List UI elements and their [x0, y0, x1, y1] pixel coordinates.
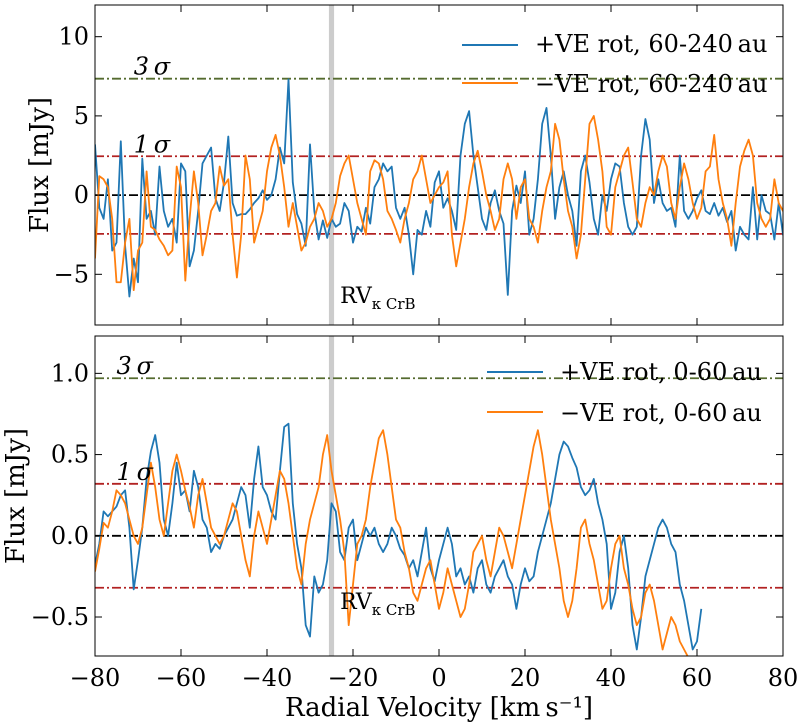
x-tick-label: 60 — [682, 664, 713, 692]
three-sigma-label: 3 σ — [117, 352, 154, 380]
series-line-0 — [95, 78, 783, 298]
plot-frame — [94, 335, 784, 657]
plot-frame — [94, 4, 784, 326]
rv-label: RVκ CrB — [340, 590, 416, 619]
legend-label-series-0: +VE rot, 0-60 au — [560, 358, 762, 386]
y-axis-label: Flux [mJy] — [25, 97, 55, 233]
y-tick-label: 1.0 — [51, 359, 89, 387]
rv-band — [328, 5, 335, 325]
one-sigma-label: 1 σ — [117, 458, 154, 486]
legend-label-series-1: −VE rot, 60-240 au — [535, 70, 767, 98]
y-tick-label: 10 — [58, 23, 89, 51]
rv-label: RVκ CrB — [340, 284, 416, 313]
legend-label-series-0: +VE rot, 60-240 au — [535, 30, 767, 58]
x-tick-label: 40 — [596, 664, 627, 692]
y-tick-label: −0.5 — [31, 603, 89, 631]
panel-bottom: 3 σ 1 σ RVκ CrB −80 −60 −40 −20 0 20 40 60 80 −0.5 0… — [1, 335, 799, 723]
y-tick-label: 5 — [74, 102, 89, 130]
y-tick-label: −5 — [54, 260, 89, 288]
legend-label-series-1: −VE rot, 0-60 au — [560, 399, 762, 427]
legend: +VE rot, 60-240 au −VE rot, 60-240 au — [462, 30, 767, 98]
x-tick-label: −40 — [242, 664, 293, 692]
y-tick-label: 0.0 — [51, 522, 89, 550]
x-tick-label: 0 — [431, 664, 446, 692]
three-sigma-label: 3 σ — [134, 53, 171, 81]
x-axis-label: Radial Velocity [km s⁻¹] — [285, 693, 593, 723]
y-tick-label: 0.5 — [51, 441, 89, 469]
y-axis-label: Flux [mJy] — [1, 428, 31, 564]
legend: +VE rot, 0-60 au −VE rot, 0-60 au — [487, 358, 762, 427]
x-tick-label: −80 — [70, 664, 121, 692]
series-line-1 — [95, 114, 783, 292]
one-sigma-label: 1 σ — [134, 130, 171, 158]
x-tick-label: 20 — [510, 664, 541, 692]
rv-band — [328, 336, 335, 656]
series-line-0 — [95, 422, 703, 651]
panel-top: 3 σ 1 σ RVκ CrB −5 0 5 10 Flux [mJy] +VE rot,… — [25, 4, 784, 326]
x-tick-label: 80 — [768, 664, 799, 692]
y-tick-label: 0 — [74, 181, 89, 209]
series-line-1 — [95, 429, 689, 656]
x-tick-label: −20 — [328, 664, 379, 692]
x-tick-label: −60 — [156, 664, 207, 692]
